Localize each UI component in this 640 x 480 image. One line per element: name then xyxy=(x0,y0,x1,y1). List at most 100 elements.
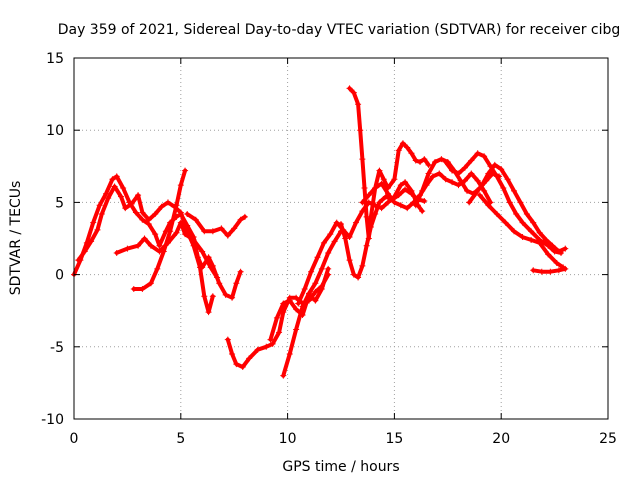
series-trace xyxy=(72,174,243,300)
data-point xyxy=(468,170,475,177)
data-series xyxy=(71,85,569,379)
series-track-14 xyxy=(442,150,565,256)
x-tick-label: 20 xyxy=(492,431,510,447)
data-point xyxy=(562,245,569,252)
data-point xyxy=(363,242,370,249)
data-point xyxy=(103,190,110,197)
x-tick-label: 5 xyxy=(176,431,185,447)
data-point xyxy=(222,291,229,298)
data-point xyxy=(152,231,159,238)
data-point xyxy=(152,210,159,217)
series-track-5 xyxy=(184,210,248,239)
data-point xyxy=(355,101,362,108)
data-point xyxy=(481,187,488,194)
series-trace xyxy=(467,162,568,254)
data-point xyxy=(549,242,556,249)
data-point xyxy=(254,346,261,353)
data-point xyxy=(141,235,148,242)
series-trace xyxy=(296,180,425,306)
data-point xyxy=(164,199,171,206)
data-point xyxy=(504,176,511,183)
data-point xyxy=(207,264,214,271)
data-point xyxy=(528,236,535,243)
series-trace xyxy=(114,220,220,280)
data-point xyxy=(280,300,287,307)
data-point xyxy=(359,156,366,163)
chart-title: Day 359 of 2021, Sidereal Day-to-day VTE… xyxy=(58,22,621,38)
data-point xyxy=(231,225,238,232)
data-point xyxy=(511,228,518,235)
data-point xyxy=(224,232,231,239)
data-point xyxy=(408,190,415,197)
data-point xyxy=(545,251,552,258)
data-point xyxy=(320,239,327,246)
data-point xyxy=(241,213,248,220)
data-point xyxy=(318,286,325,293)
data-point xyxy=(506,199,513,206)
data-point xyxy=(88,238,95,245)
data-point xyxy=(511,187,518,194)
data-point xyxy=(455,170,462,177)
data-point xyxy=(442,158,449,165)
data-point xyxy=(286,297,293,304)
data-point xyxy=(350,89,357,96)
data-point xyxy=(391,199,398,206)
data-point xyxy=(397,182,404,189)
data-point xyxy=(318,265,325,272)
y-tick-label: -10 xyxy=(41,412,64,428)
data-point xyxy=(132,209,139,216)
data-point xyxy=(436,170,443,177)
data-point xyxy=(216,280,223,287)
series-track-3 xyxy=(113,219,221,281)
data-point xyxy=(98,210,105,217)
data-point xyxy=(384,190,391,197)
data-point xyxy=(431,158,438,165)
data-point xyxy=(555,267,562,274)
data-point xyxy=(547,268,554,275)
data-point xyxy=(173,229,180,236)
data-point xyxy=(555,248,562,255)
data-point xyxy=(429,173,436,180)
data-point xyxy=(376,199,383,206)
data-point xyxy=(139,286,146,293)
data-point xyxy=(455,182,462,189)
series-trace xyxy=(443,151,563,255)
data-point xyxy=(124,245,131,252)
x-tick-label: 0 xyxy=(70,431,79,447)
data-point xyxy=(233,361,240,368)
data-point xyxy=(209,293,216,300)
data-point xyxy=(425,170,432,177)
data-point xyxy=(128,200,135,207)
data-point xyxy=(269,340,276,347)
data-point xyxy=(404,205,411,212)
data-point xyxy=(218,225,225,232)
y-tick-label: 10 xyxy=(46,123,64,139)
data-point xyxy=(502,219,509,226)
data-point xyxy=(120,184,127,191)
data-point xyxy=(331,238,338,245)
data-point xyxy=(481,153,488,160)
data-point xyxy=(325,249,332,256)
data-point xyxy=(90,219,97,226)
data-point xyxy=(145,216,152,223)
data-point xyxy=(372,184,379,191)
series-track-17 xyxy=(530,265,569,275)
data-point xyxy=(553,260,560,267)
data-point xyxy=(474,177,481,184)
data-point xyxy=(113,249,120,256)
data-point xyxy=(346,85,353,92)
data-point xyxy=(361,184,368,191)
data-point xyxy=(105,195,112,202)
series-track-15 xyxy=(466,161,569,255)
data-point xyxy=(139,209,146,216)
data-point xyxy=(474,150,481,157)
data-point xyxy=(325,265,332,272)
data-point xyxy=(519,219,526,226)
series-trace xyxy=(76,184,215,315)
data-point xyxy=(177,209,184,216)
data-point xyxy=(75,257,82,264)
data-point xyxy=(365,235,372,242)
data-point xyxy=(201,228,208,235)
series-trace xyxy=(281,229,343,378)
data-point xyxy=(299,303,306,310)
